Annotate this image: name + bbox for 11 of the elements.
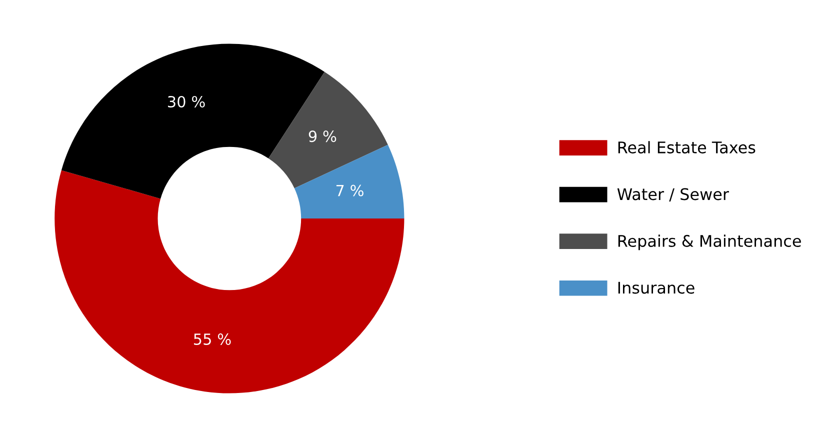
donut-slice	[294, 144, 404, 218]
donut-slice	[61, 44, 325, 199]
legend-label: Repairs & Maintenance	[618, 234, 801, 250]
legend-label: Real Estate Taxes	[618, 141, 756, 154]
legend-label: Insurance	[618, 282, 694, 294]
donut-slice	[54, 170, 404, 394]
legend-label: Water / Sewer	[617, 188, 730, 202]
data-label: 7 %	[336, 184, 364, 196]
data-label: 9 %	[308, 130, 336, 142]
data-label: 55 %	[194, 333, 231, 345]
data-label: 30 %	[168, 96, 205, 108]
